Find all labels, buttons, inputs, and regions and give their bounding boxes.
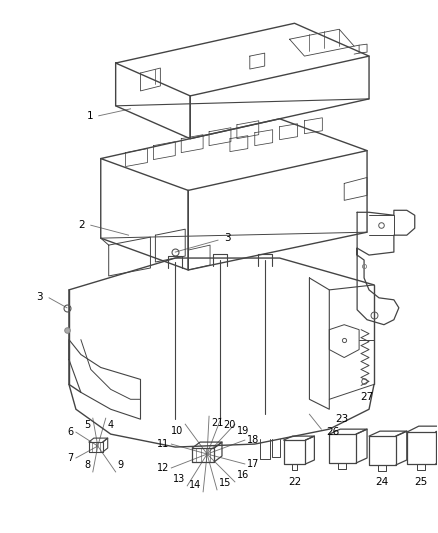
Text: 3: 3 <box>36 292 43 302</box>
Text: 21: 21 <box>211 418 223 428</box>
Text: 23: 23 <box>336 414 349 424</box>
Text: 20: 20 <box>223 420 235 430</box>
Text: 14: 14 <box>189 480 201 490</box>
Text: 5: 5 <box>85 420 91 430</box>
Text: 19: 19 <box>237 426 249 436</box>
Text: 12: 12 <box>157 463 170 473</box>
Text: 15: 15 <box>219 478 231 488</box>
Text: 4: 4 <box>108 420 114 430</box>
Text: 10: 10 <box>171 426 183 436</box>
Text: 3: 3 <box>224 233 230 243</box>
Text: 13: 13 <box>173 474 185 484</box>
Text: 25: 25 <box>414 477 427 487</box>
Text: 8: 8 <box>85 460 91 470</box>
Text: 16: 16 <box>237 470 249 480</box>
Text: 26: 26 <box>326 427 339 437</box>
Text: 18: 18 <box>247 435 259 445</box>
Text: 17: 17 <box>247 459 259 469</box>
Text: 2: 2 <box>78 220 85 230</box>
Text: 9: 9 <box>118 460 124 470</box>
Text: 1: 1 <box>87 111 94 121</box>
Text: 7: 7 <box>68 453 74 463</box>
Text: 24: 24 <box>375 477 389 487</box>
Text: 11: 11 <box>157 439 170 449</box>
Text: 22: 22 <box>288 477 301 487</box>
Text: 6: 6 <box>68 427 74 437</box>
Text: 27: 27 <box>360 392 374 402</box>
